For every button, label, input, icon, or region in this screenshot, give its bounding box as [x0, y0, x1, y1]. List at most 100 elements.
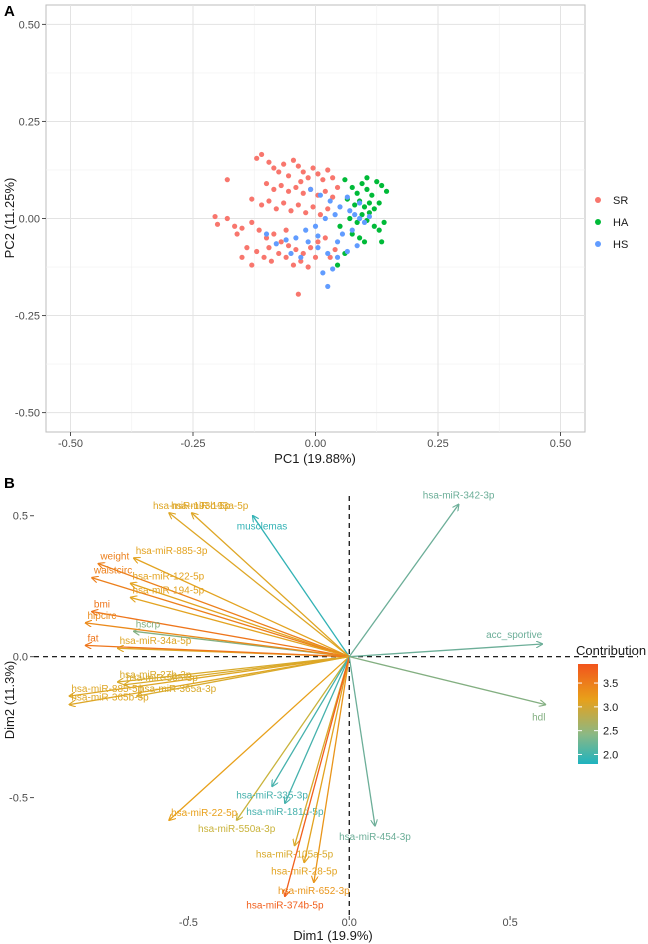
x-tick-label: 0.0 [342, 917, 357, 929]
point-sr [276, 250, 282, 257]
arrow-label-hsa-mir-22-5p: hsa-miR-22-5p [171, 808, 238, 819]
x-tick-label: -0.50 [58, 438, 83, 450]
point-sr [249, 219, 255, 225]
arrow-label-hsa-mir-181d-5p: hsa-miR-181d-5p [246, 807, 324, 818]
x-tick-label: -0.25 [180, 438, 205, 450]
legend-key-sr [595, 197, 601, 203]
point-ha [369, 192, 375, 198]
colorbar-tick-label: 2.5 [603, 726, 618, 738]
point-hs [312, 223, 319, 229]
point-hs [337, 204, 343, 210]
point-sr [317, 212, 323, 218]
point-ha [371, 206, 377, 212]
point-sr [261, 254, 267, 260]
point-sr [295, 202, 301, 208]
arrow-hdl [349, 656, 545, 705]
point-hs [315, 245, 321, 251]
arrow-label-hsa-mir-193a-5p: hsa-miR-193a-5p [171, 501, 249, 512]
point-sr [281, 161, 287, 167]
arrow-hsa-mir-122-5p [131, 583, 350, 658]
point-sr [278, 182, 284, 189]
panel-b-label: B [4, 475, 15, 492]
point-hs [357, 200, 363, 206]
point-sr [298, 179, 304, 185]
point-ha [334, 262, 341, 268]
point-ha [361, 204, 368, 210]
panel-a-ticks: -0.50 -0.25 0.00 0.25 0.50 0.50 0.25 0.00 -0.25 -… [15, 19, 571, 450]
point-hs [352, 212, 358, 218]
arrow-label-hdl: hdl [532, 713, 545, 724]
y-tick-label: 0.25 [19, 116, 40, 128]
arrow-hsa-mir-335-3p [272, 656, 350, 787]
arrow-hsa-mir-885-3p [134, 558, 350, 658]
arrow-hipcirc [85, 623, 350, 658]
arrow-hsa-mir-194-5p [131, 597, 350, 658]
arrow-label-hsa-mir-885-3p: hsa-miR-885-3p [136, 546, 208, 557]
point-ha [361, 239, 368, 245]
point-hs [327, 198, 333, 204]
legend-key-ha [595, 219, 601, 225]
point-sr [312, 254, 319, 260]
point-hs [349, 227, 355, 233]
arrow-label-weight: weight [99, 552, 129, 563]
y-tick-label: -0.50 [15, 408, 40, 420]
arrow-label-hsa-mir-122-5p: hsa-miR-122-5p [133, 571, 205, 582]
point-sr [308, 245, 314, 251]
point-sr [315, 171, 321, 177]
point-sr [266, 245, 272, 251]
arrow-waistcirc [92, 578, 350, 658]
point-sr [239, 254, 245, 260]
point-sr [285, 243, 292, 249]
x-tick-label: 0.5 [502, 917, 517, 929]
point-sr [298, 258, 304, 264]
point-sr [290, 157, 297, 163]
arrow-hsa-mir-342-3p [348, 504, 458, 658]
point-sr [322, 235, 328, 241]
arrow-label-hsa-mir-342-3p: hsa-miR-342-3p [423, 490, 495, 501]
point-hs [298, 254, 304, 260]
point-sr [239, 225, 245, 231]
point-ha [376, 200, 382, 206]
arrow-bmi [92, 612, 350, 658]
x-tick-label: 0.50 [550, 438, 571, 450]
point-sr [259, 151, 265, 158]
arrow-label-bmi: bmi [94, 600, 110, 611]
point-sr [276, 169, 282, 175]
point-ha [352, 202, 358, 208]
arrow-musclemas [253, 516, 350, 658]
point-sr [322, 188, 328, 194]
point-sr [263, 180, 270, 187]
point-hs [334, 239, 341, 245]
point-sr [259, 202, 265, 208]
arrow-hsa-mir-181d-5p [285, 656, 350, 804]
point-sr [295, 291, 301, 297]
arrow-fat [85, 645, 350, 658]
arrow-label-hsa-mir-34a-5p: hsa-miR-34a-5p [120, 636, 192, 647]
point-sr [271, 186, 277, 192]
point-sr [330, 194, 336, 200]
point-hs [325, 250, 331, 257]
arrow-label-hsa-mir-194-5p: hsa-miR-194-5p [133, 585, 205, 596]
panel-a-legend: SR HA HS [595, 195, 629, 251]
point-sr [288, 208, 294, 214]
panel-a-label: A [4, 3, 15, 20]
colorbar-tick-label: 3.0 [603, 702, 618, 714]
point-sr [232, 223, 238, 229]
point-sr [305, 175, 311, 181]
point-hs [366, 213, 372, 220]
arrow-hsa-mir-193a-5p [169, 513, 350, 658]
arrow-label-hsa-mir-105a-5p: hsa-miR-105a-5p [256, 850, 334, 861]
point-sr [293, 246, 299, 253]
point-hs [305, 239, 311, 245]
point-sr [263, 235, 270, 241]
point-ha [359, 212, 365, 218]
point-ha [337, 223, 343, 229]
panel-a-gridlines [46, 5, 585, 432]
arrow-label-hipcirc: hipcirc [87, 611, 116, 622]
point-ha [359, 180, 365, 187]
point-ha [371, 223, 377, 229]
point-hs [315, 233, 321, 239]
point-ha [374, 179, 380, 185]
panel-a-y-axis-label: PC2 (11.25%) [2, 178, 17, 259]
